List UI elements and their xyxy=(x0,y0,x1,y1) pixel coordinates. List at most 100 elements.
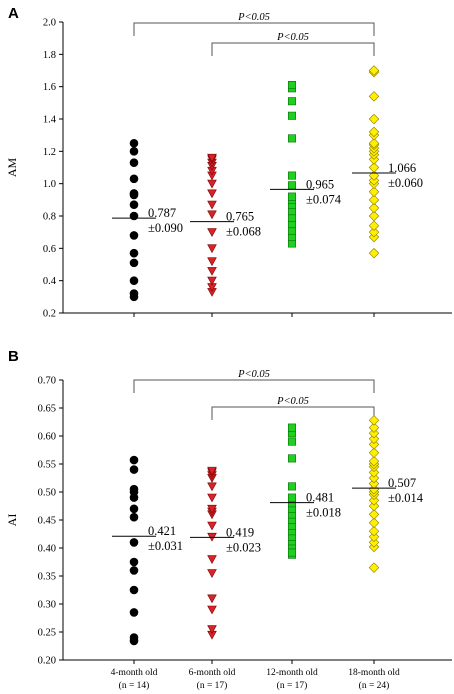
data-point xyxy=(368,210,380,222)
x-tick-label: 12-month old xyxy=(266,668,318,678)
mean-value-label: 0.507 xyxy=(388,476,416,490)
data-point xyxy=(287,423,296,432)
sem-value-label: ±0.031 xyxy=(148,539,183,553)
sem-value-label: ±0.023 xyxy=(226,540,261,554)
data-point xyxy=(368,186,380,197)
significance-label: P<0.05 xyxy=(237,369,270,380)
data-point xyxy=(207,482,217,492)
data-point xyxy=(368,495,380,506)
y-tick-label: 0.55 xyxy=(38,460,56,471)
data-point xyxy=(368,247,380,259)
y-tick-label: 0.8 xyxy=(43,212,56,223)
y-tick-label: 0.30 xyxy=(38,600,56,611)
data-point xyxy=(368,433,380,445)
y-tick-label: 0.6 xyxy=(43,244,56,255)
data-point xyxy=(129,138,139,148)
data-point xyxy=(129,557,139,567)
data-point xyxy=(368,202,380,214)
x-axis-group-labels: 4-month old (n = 14) 6-month old (n = 17) 12… xyxy=(111,668,400,691)
data-point xyxy=(129,484,139,494)
data-point xyxy=(287,134,296,143)
mean-value-label: 1.066 xyxy=(388,161,416,175)
mean-value-label: 0.419 xyxy=(226,525,254,539)
y-tick-label: 0.70 xyxy=(38,376,56,387)
data-point xyxy=(368,537,380,548)
data-point xyxy=(368,194,380,206)
data-point xyxy=(368,531,380,543)
data-point xyxy=(207,555,217,565)
y-axis-label: AI xyxy=(5,514,19,527)
y-tick-label: 1.6 xyxy=(43,82,56,93)
data-point xyxy=(207,200,217,210)
y-tick-label: 0.45 xyxy=(38,516,56,527)
data-point xyxy=(207,605,217,615)
data-point xyxy=(287,81,296,90)
data-point xyxy=(207,179,217,189)
data-point xyxy=(368,138,380,149)
sem-value-label: ±0.074 xyxy=(306,192,342,206)
data-point xyxy=(287,454,296,463)
data-point xyxy=(368,517,380,529)
data-point xyxy=(368,447,380,459)
data-point xyxy=(368,220,380,231)
series-square: 0.965±0.074 xyxy=(270,81,342,248)
x-tick-label: 6-month old xyxy=(189,668,236,678)
data-point xyxy=(207,244,217,254)
y-tick-label: 1.4 xyxy=(43,115,57,126)
data-point xyxy=(368,509,380,520)
series-triangle-down: 0.765±0.068 xyxy=(190,153,261,297)
significance-label: P<0.05 xyxy=(276,32,309,43)
data-point xyxy=(129,455,139,465)
y-tick-label: 0.20 xyxy=(38,656,56,667)
data-point xyxy=(207,504,217,514)
y-tick-label: 1.0 xyxy=(43,179,56,190)
y-tick-label: 0.65 xyxy=(38,404,56,415)
significance-label: P<0.05 xyxy=(276,396,309,407)
data-point xyxy=(207,594,217,604)
data-point xyxy=(287,192,296,201)
data-point xyxy=(207,189,217,199)
data-point xyxy=(368,562,380,573)
sem-value-label: ±0.014 xyxy=(388,491,424,505)
panel-label: A xyxy=(8,5,19,22)
data-point xyxy=(368,472,380,484)
data-point xyxy=(129,585,139,595)
data-point xyxy=(129,231,139,240)
data-point xyxy=(368,455,380,467)
data-point xyxy=(207,228,217,237)
sem-value-label: ±0.060 xyxy=(388,176,423,190)
mean-value-label: 0.765 xyxy=(226,210,254,224)
data-point xyxy=(129,147,139,156)
mean-value-label: 0.965 xyxy=(306,177,334,191)
data-point xyxy=(207,569,217,579)
data-point xyxy=(368,439,380,450)
panel-a: A 0.2 0.4 0.6 0.8 1.0 1.2 1.4 1.6 1.8 2.0 AM P<0.05 P… xyxy=(5,5,452,320)
y-tick-label: 0.4 xyxy=(43,276,57,287)
y-tick-label: 0.35 xyxy=(38,572,56,583)
y-tick-label: 0.60 xyxy=(38,432,56,443)
data-point xyxy=(129,538,139,547)
series-triangle-down: 0.419±0.023 xyxy=(190,466,261,640)
y-tick-label: 0.40 xyxy=(38,544,56,555)
data-point xyxy=(287,437,296,446)
data-point xyxy=(368,525,380,537)
data-point xyxy=(129,174,139,184)
data-point xyxy=(368,467,380,478)
data-point xyxy=(287,493,296,502)
y-tick-label: 0.2 xyxy=(43,309,56,320)
data-point xyxy=(207,267,217,276)
data-point xyxy=(129,512,139,522)
data-point xyxy=(368,226,380,238)
data-point xyxy=(207,493,217,503)
series-diamond: 1.066±0.060 xyxy=(352,65,423,259)
y-tick-label: 2.0 xyxy=(43,18,56,29)
data-point xyxy=(207,257,217,267)
data-point xyxy=(207,276,217,286)
significance-bracket xyxy=(211,42,375,56)
series-circle: 0.421±0.031 xyxy=(112,455,183,646)
data-point xyxy=(129,608,139,617)
data-point xyxy=(368,113,380,125)
data-point xyxy=(129,248,139,258)
group-size-label: (n = 24) xyxy=(359,680,390,691)
